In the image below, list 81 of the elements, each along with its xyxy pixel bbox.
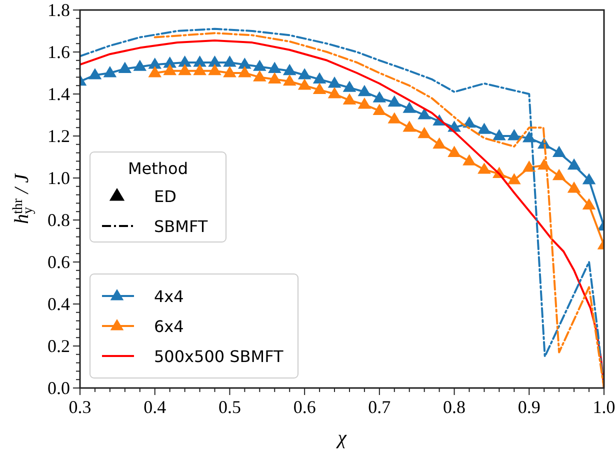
point (148, 58, 162, 69)
point (238, 58, 252, 69)
point (552, 146, 566, 157)
point (103, 66, 117, 78)
point (522, 160, 536, 172)
point (118, 62, 132, 73)
point (268, 72, 282, 84)
y-tick-label: 0.8 (48, 210, 70, 230)
point (358, 84, 372, 96)
x-tick-label: 0.9 (518, 397, 540, 417)
point (178, 64, 192, 76)
x-tick-label: 0.5 (218, 397, 241, 417)
point (193, 64, 206, 76)
point (478, 122, 491, 134)
point (552, 168, 566, 180)
x-axis-title: χ (336, 427, 348, 449)
point (508, 173, 521, 184)
x-tick-label: 0.7 (368, 397, 391, 417)
point (298, 68, 312, 80)
point (418, 108, 431, 120)
point (462, 154, 476, 166)
point (432, 137, 446, 149)
point (253, 70, 266, 82)
legend-label: 6x4 (154, 317, 184, 336)
point (388, 112, 402, 124)
point (492, 129, 506, 140)
y-tick-label: 1.6 (48, 42, 70, 62)
point (253, 60, 266, 71)
point (418, 126, 431, 138)
y-tick-label: 1.2 (48, 126, 70, 146)
point (402, 120, 416, 132)
point (567, 158, 581, 170)
point (223, 56, 236, 67)
point (328, 76, 342, 88)
point (312, 82, 326, 94)
point (567, 182, 581, 193)
x-tick-label: 0.6 (293, 397, 316, 417)
point (268, 62, 282, 73)
x-tick-label: 0.3 (68, 397, 92, 417)
y-tick-label: 0.2 (48, 336, 70, 356)
point (178, 56, 192, 67)
point (402, 102, 416, 113)
annotation: SBMFT (154, 217, 208, 236)
point (193, 56, 206, 67)
annotation: ED (154, 187, 176, 206)
point (582, 173, 596, 184)
point (208, 56, 222, 67)
y-tick-label: 1.4 (48, 84, 70, 104)
point (298, 78, 312, 90)
point (312, 72, 326, 84)
point (508, 129, 521, 140)
y-tick-label: 0.4 (48, 294, 70, 314)
point (448, 146, 461, 157)
point (358, 98, 372, 109)
point (88, 68, 102, 80)
point (372, 91, 386, 102)
x-tick-label: 0.8 (443, 397, 466, 417)
y-tick-label: 1.0 (48, 168, 70, 188)
point (328, 87, 342, 98)
point (582, 198, 596, 210)
point (238, 66, 252, 78)
point (208, 64, 222, 76)
y-tick-label: 0.0 (48, 378, 70, 398)
point (388, 95, 402, 107)
legend-title: Method (128, 159, 188, 178)
y-tick-label: 1.8 (48, 0, 70, 20)
point (342, 80, 356, 92)
point (372, 104, 386, 115)
legend-label: 500x500 SBMFT (154, 347, 284, 366)
x-tick-label: 1.0 (592, 397, 616, 417)
point (133, 60, 147, 71)
point (478, 162, 491, 174)
legend-label: 4x4 (154, 287, 184, 306)
point (282, 74, 296, 86)
point (148, 66, 162, 78)
point (163, 64, 176, 76)
point (342, 93, 356, 104)
x-tick-label: 0.4 (144, 397, 166, 417)
y-tick-label: 0.6 (48, 252, 70, 272)
point (282, 64, 296, 76)
point (223, 66, 236, 78)
